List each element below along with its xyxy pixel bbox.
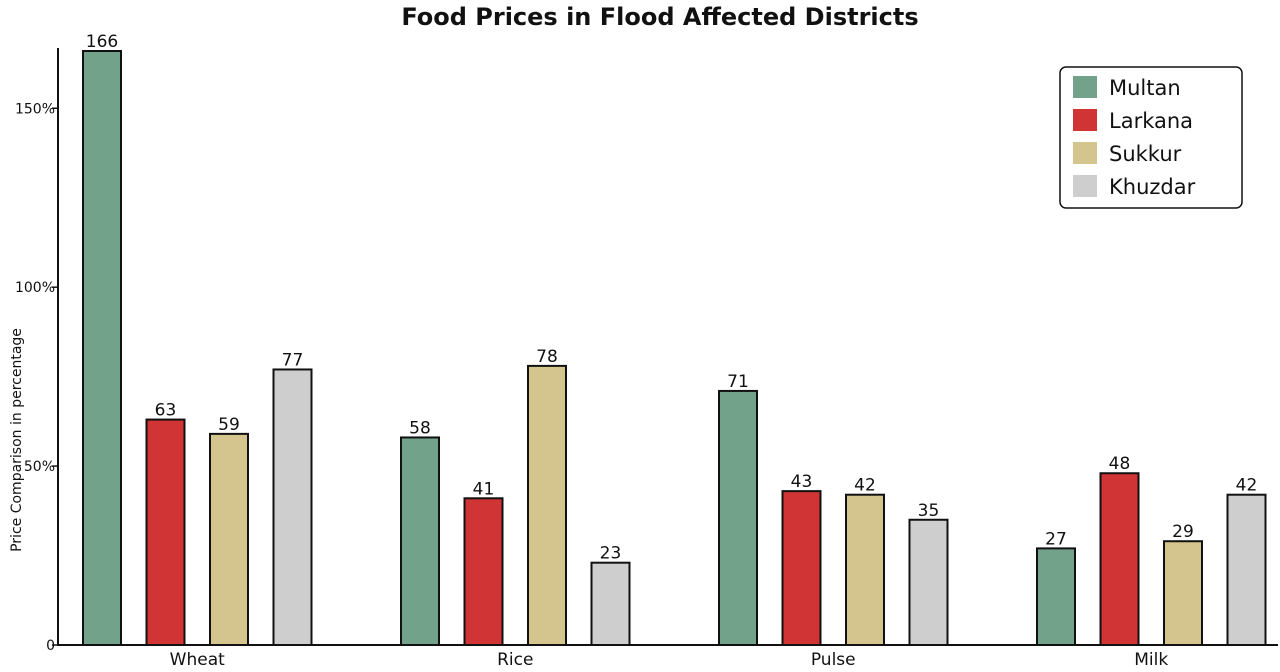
y-tick-label: 0 [46,638,55,654]
bar-khuzdar-rice [590,561,631,646]
legend-swatch-multan [1073,76,1097,98]
chart-title: Food Prices in Flood Affected Districts [401,3,918,31]
value-labels: 166 63 59 77 58 41 78 23 71 43 42 35 27 48 29 42 [86,32,1258,564]
bar-multan-rice [400,436,440,646]
legend-label: Sukkur [1109,142,1182,166]
y-tick-label: 50% [24,459,55,475]
value-label: 77 [282,350,304,370]
bar-sukkur-wheat [209,432,249,646]
value-label: 48 [1109,454,1131,474]
bars [82,50,1267,647]
bar-sukkur-rice [527,364,567,646]
value-label: 41 [473,479,495,499]
value-label: 23 [600,544,622,564]
value-label: 58 [409,418,431,438]
legend-label: Larkana [1109,109,1193,133]
value-label: 42 [1236,476,1258,496]
bar-larkana-wheat [145,418,186,646]
value-label: 71 [727,372,749,392]
legend-swatch-khuzdar [1073,175,1097,197]
value-label: 166 [86,32,118,52]
legend: Multan Larkana Sukkur Khuzdar [1059,66,1243,209]
bar-sukkur-pulse [845,493,885,646]
value-label: 27 [1045,529,1067,549]
value-label: 63 [155,401,177,421]
legend-label: Multan [1109,76,1181,100]
y-tick-label: 150% [15,101,55,117]
bar-multan-milk [1036,547,1076,647]
legend-swatch-larkana [1073,109,1097,131]
bar-larkana-milk [1099,472,1140,646]
value-label: 78 [536,347,558,367]
x-category-label: Milk [1134,650,1168,670]
bar-khuzdar-wheat [272,368,313,646]
value-label: 42 [854,476,876,496]
bar-larkana-rice [463,497,504,646]
value-label: 43 [791,472,813,492]
x-category-label: Rice [497,650,533,670]
x-axis-category-labels: Wheat Rice Pulse Milk [170,650,1169,670]
bar-larkana-pulse [781,490,822,647]
y-axis-ticks: 0 50% 100% 150% [15,101,58,654]
value-label: 35 [918,501,940,521]
y-tick-label: 100% [15,280,55,296]
x-category-label: Wheat [170,650,225,670]
legend-swatch-sukkur [1073,142,1097,164]
bar-sukkur-milk [1163,540,1203,647]
bar-multan-pulse [718,389,758,646]
x-category-label: Pulse [811,650,856,670]
y-axis-label: Price Comparison in percentage [9,328,25,552]
value-label: 29 [1172,522,1194,542]
bar-khuzdar-pulse [908,518,949,646]
bar-khuzdar-milk [1226,493,1267,646]
legend-box [1059,66,1243,209]
bar-multan-wheat [82,50,122,646]
legend-label: Khuzdar [1109,175,1196,199]
value-label: 59 [218,415,240,435]
